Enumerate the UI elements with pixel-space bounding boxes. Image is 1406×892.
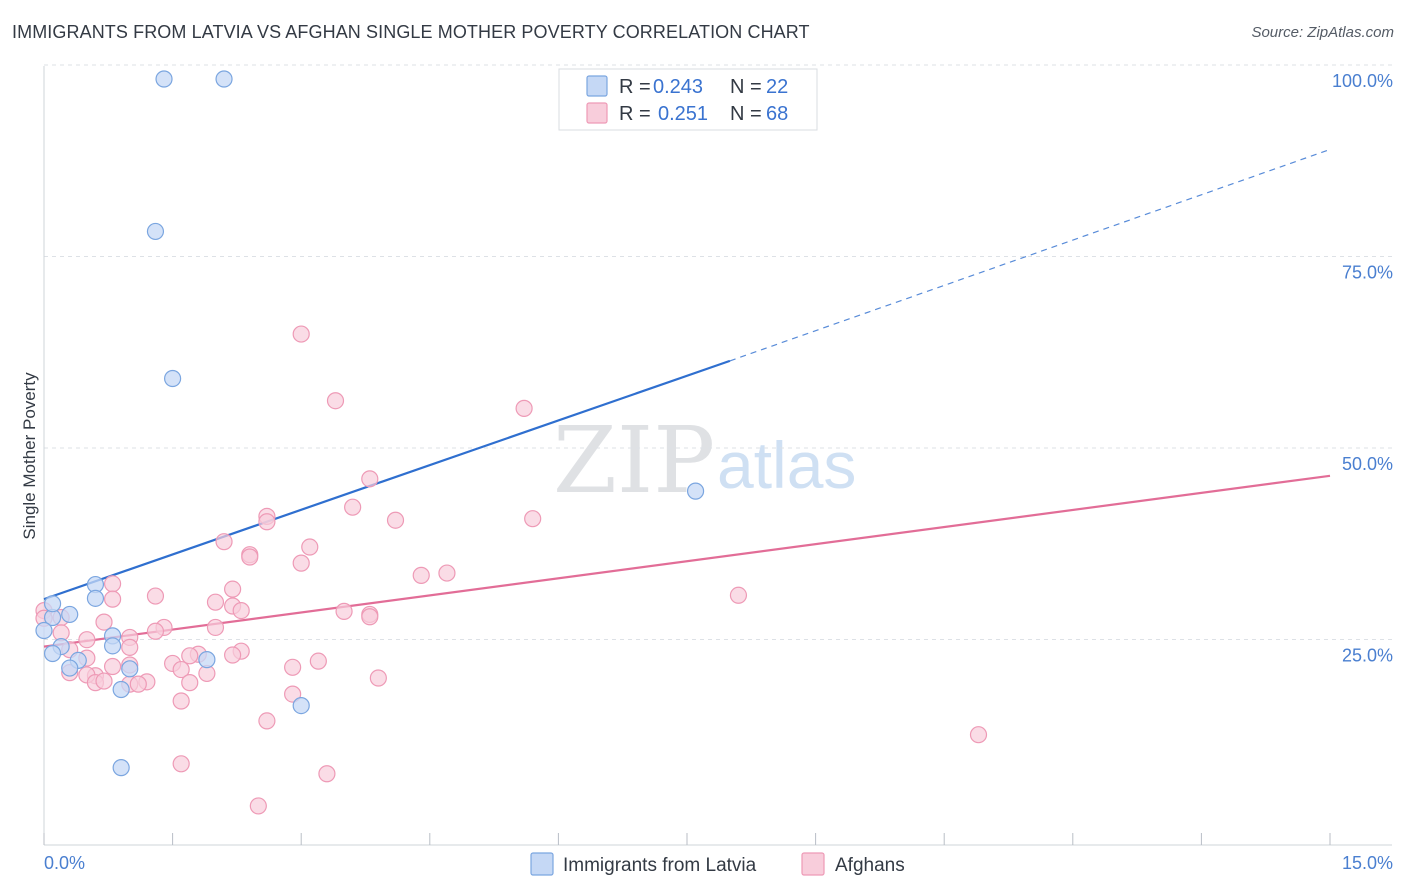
- source-credit: Source: ZipAtlas.com: [1251, 24, 1394, 41]
- afghan-point: [729, 586, 748, 604]
- legend-n-value-2: 68: [766, 103, 788, 125]
- afghan-point: [524, 510, 542, 528]
- latvia-points: [35, 70, 705, 777]
- afghan-point: [258, 513, 276, 531]
- stats-legend: R = 0.243 N = 22 R = 0.251 N = 68: [558, 68, 818, 131]
- afghan-point: [172, 692, 190, 710]
- afghan-point: [224, 646, 242, 664]
- afghan-point: [369, 669, 387, 687]
- afghan-point: [129, 675, 147, 693]
- legend-n-label-1: N =: [730, 76, 762, 98]
- afghan-point: [258, 712, 276, 730]
- latvia-point: [35, 621, 53, 640]
- latvia-point: [121, 660, 139, 678]
- latvia-point: [112, 759, 130, 777]
- watermark-zip: ZIP: [553, 407, 715, 514]
- legend-swatch-latvia: [586, 75, 608, 97]
- afghan-point: [215, 533, 233, 551]
- series-legend-swatch-latvia: [530, 852, 554, 876]
- afghan-point: [146, 622, 165, 640]
- series-legend-label-afghan: Afghans: [835, 855, 905, 876]
- afghan-point: [224, 580, 242, 598]
- afghan-point: [284, 685, 302, 703]
- x-tick-label: 0.0%: [44, 853, 85, 873]
- afghan-point: [95, 613, 113, 631]
- legend-r-value-1: 0.243: [653, 76, 703, 98]
- afghan-point: [386, 511, 405, 529]
- afghan-point: [301, 538, 319, 556]
- latvia-point: [61, 605, 79, 624]
- afghan-point: [95, 672, 113, 690]
- afghan-point: [181, 647, 199, 665]
- legend-n-label-2: N =: [730, 103, 762, 125]
- y-tick-label: 100.0%: [1332, 71, 1393, 91]
- afghan-point: [232, 602, 250, 620]
- series-legend-swatch-afghan: [801, 852, 825, 876]
- afghan-point: [146, 587, 165, 605]
- afghan-point: [326, 392, 345, 410]
- afghan-point: [206, 618, 225, 637]
- legend-n-value-1: 22: [766, 76, 788, 98]
- series-legend-label-latvia: Immigrants from Latvia: [563, 855, 757, 876]
- latvia-point: [155, 70, 173, 88]
- afghan-point: [78, 631, 96, 649]
- latvia-point: [292, 696, 310, 715]
- x-tick-label: 15.0%: [1342, 853, 1393, 873]
- latvia-point: [198, 651, 216, 669]
- gridlines: [44, 64, 1392, 640]
- afghan-point: [292, 325, 310, 343]
- afghan-point: [121, 638, 139, 656]
- legend-r-label-1: R =: [619, 76, 651, 98]
- afghan-points: [35, 325, 988, 815]
- trend-lines: [43, 148, 1331, 648]
- afghan-point: [309, 652, 327, 670]
- latvia-point: [146, 222, 165, 241]
- legend-swatch-afghan: [586, 102, 608, 124]
- y-tick-label: 50.0%: [1342, 454, 1393, 474]
- afghan-trend-line: [43, 474, 1331, 648]
- afghan-point: [438, 564, 456, 582]
- afghan-point: [206, 593, 225, 611]
- afghan-point: [412, 566, 430, 584]
- afghan-point: [969, 726, 988, 744]
- latvia-point: [61, 659, 79, 677]
- afghan-point: [172, 660, 190, 679]
- afghan-point: [241, 548, 259, 566]
- afghan-point: [318, 765, 336, 783]
- latvia-trend-extension: [729, 148, 1331, 362]
- latvia-trend-line: [43, 359, 731, 601]
- afghan-point: [284, 658, 302, 676]
- afghan-point: [515, 399, 533, 417]
- afghan-point: [103, 590, 122, 608]
- afghan-point: [103, 575, 122, 593]
- latvia-point: [43, 644, 62, 663]
- latvia-point: [164, 369, 182, 388]
- afghan-point: [103, 657, 122, 676]
- watermark-atlas: atlas: [717, 428, 856, 502]
- afghan-point: [361, 608, 379, 626]
- y-axis-label: Single Mother Poverty: [20, 372, 39, 540]
- y-tick-label: 25.0%: [1342, 646, 1393, 666]
- latvia-point: [86, 589, 105, 607]
- legend-r-label-2: R =: [619, 103, 651, 125]
- axes: [43, 66, 1392, 846]
- latvia-point: [43, 595, 62, 613]
- afghan-point: [181, 674, 199, 692]
- tick-labels: 25.0% 50.0% 75.0% 100.0% 0.0% 15.0%: [44, 71, 1393, 873]
- afghan-point: [344, 498, 362, 516]
- afghan-point: [172, 755, 190, 773]
- chart-title: IMMIGRANTS FROM LATVIA VS AFGHAN SINGLE …: [12, 22, 810, 42]
- afghan-point: [335, 602, 353, 620]
- latvia-point: [112, 680, 130, 699]
- latvia-point: [103, 637, 122, 655]
- latvia-point: [215, 70, 233, 88]
- series-legend: Immigrants from Latvia Afghans: [530, 852, 905, 876]
- afghan-point: [249, 797, 267, 815]
- y-tick-label: 75.0%: [1342, 263, 1393, 283]
- latvia-point: [686, 482, 705, 500]
- legend-r-value-2: 0.251: [658, 103, 708, 125]
- afghan-point: [361, 470, 379, 488]
- afghan-point: [292, 554, 310, 572]
